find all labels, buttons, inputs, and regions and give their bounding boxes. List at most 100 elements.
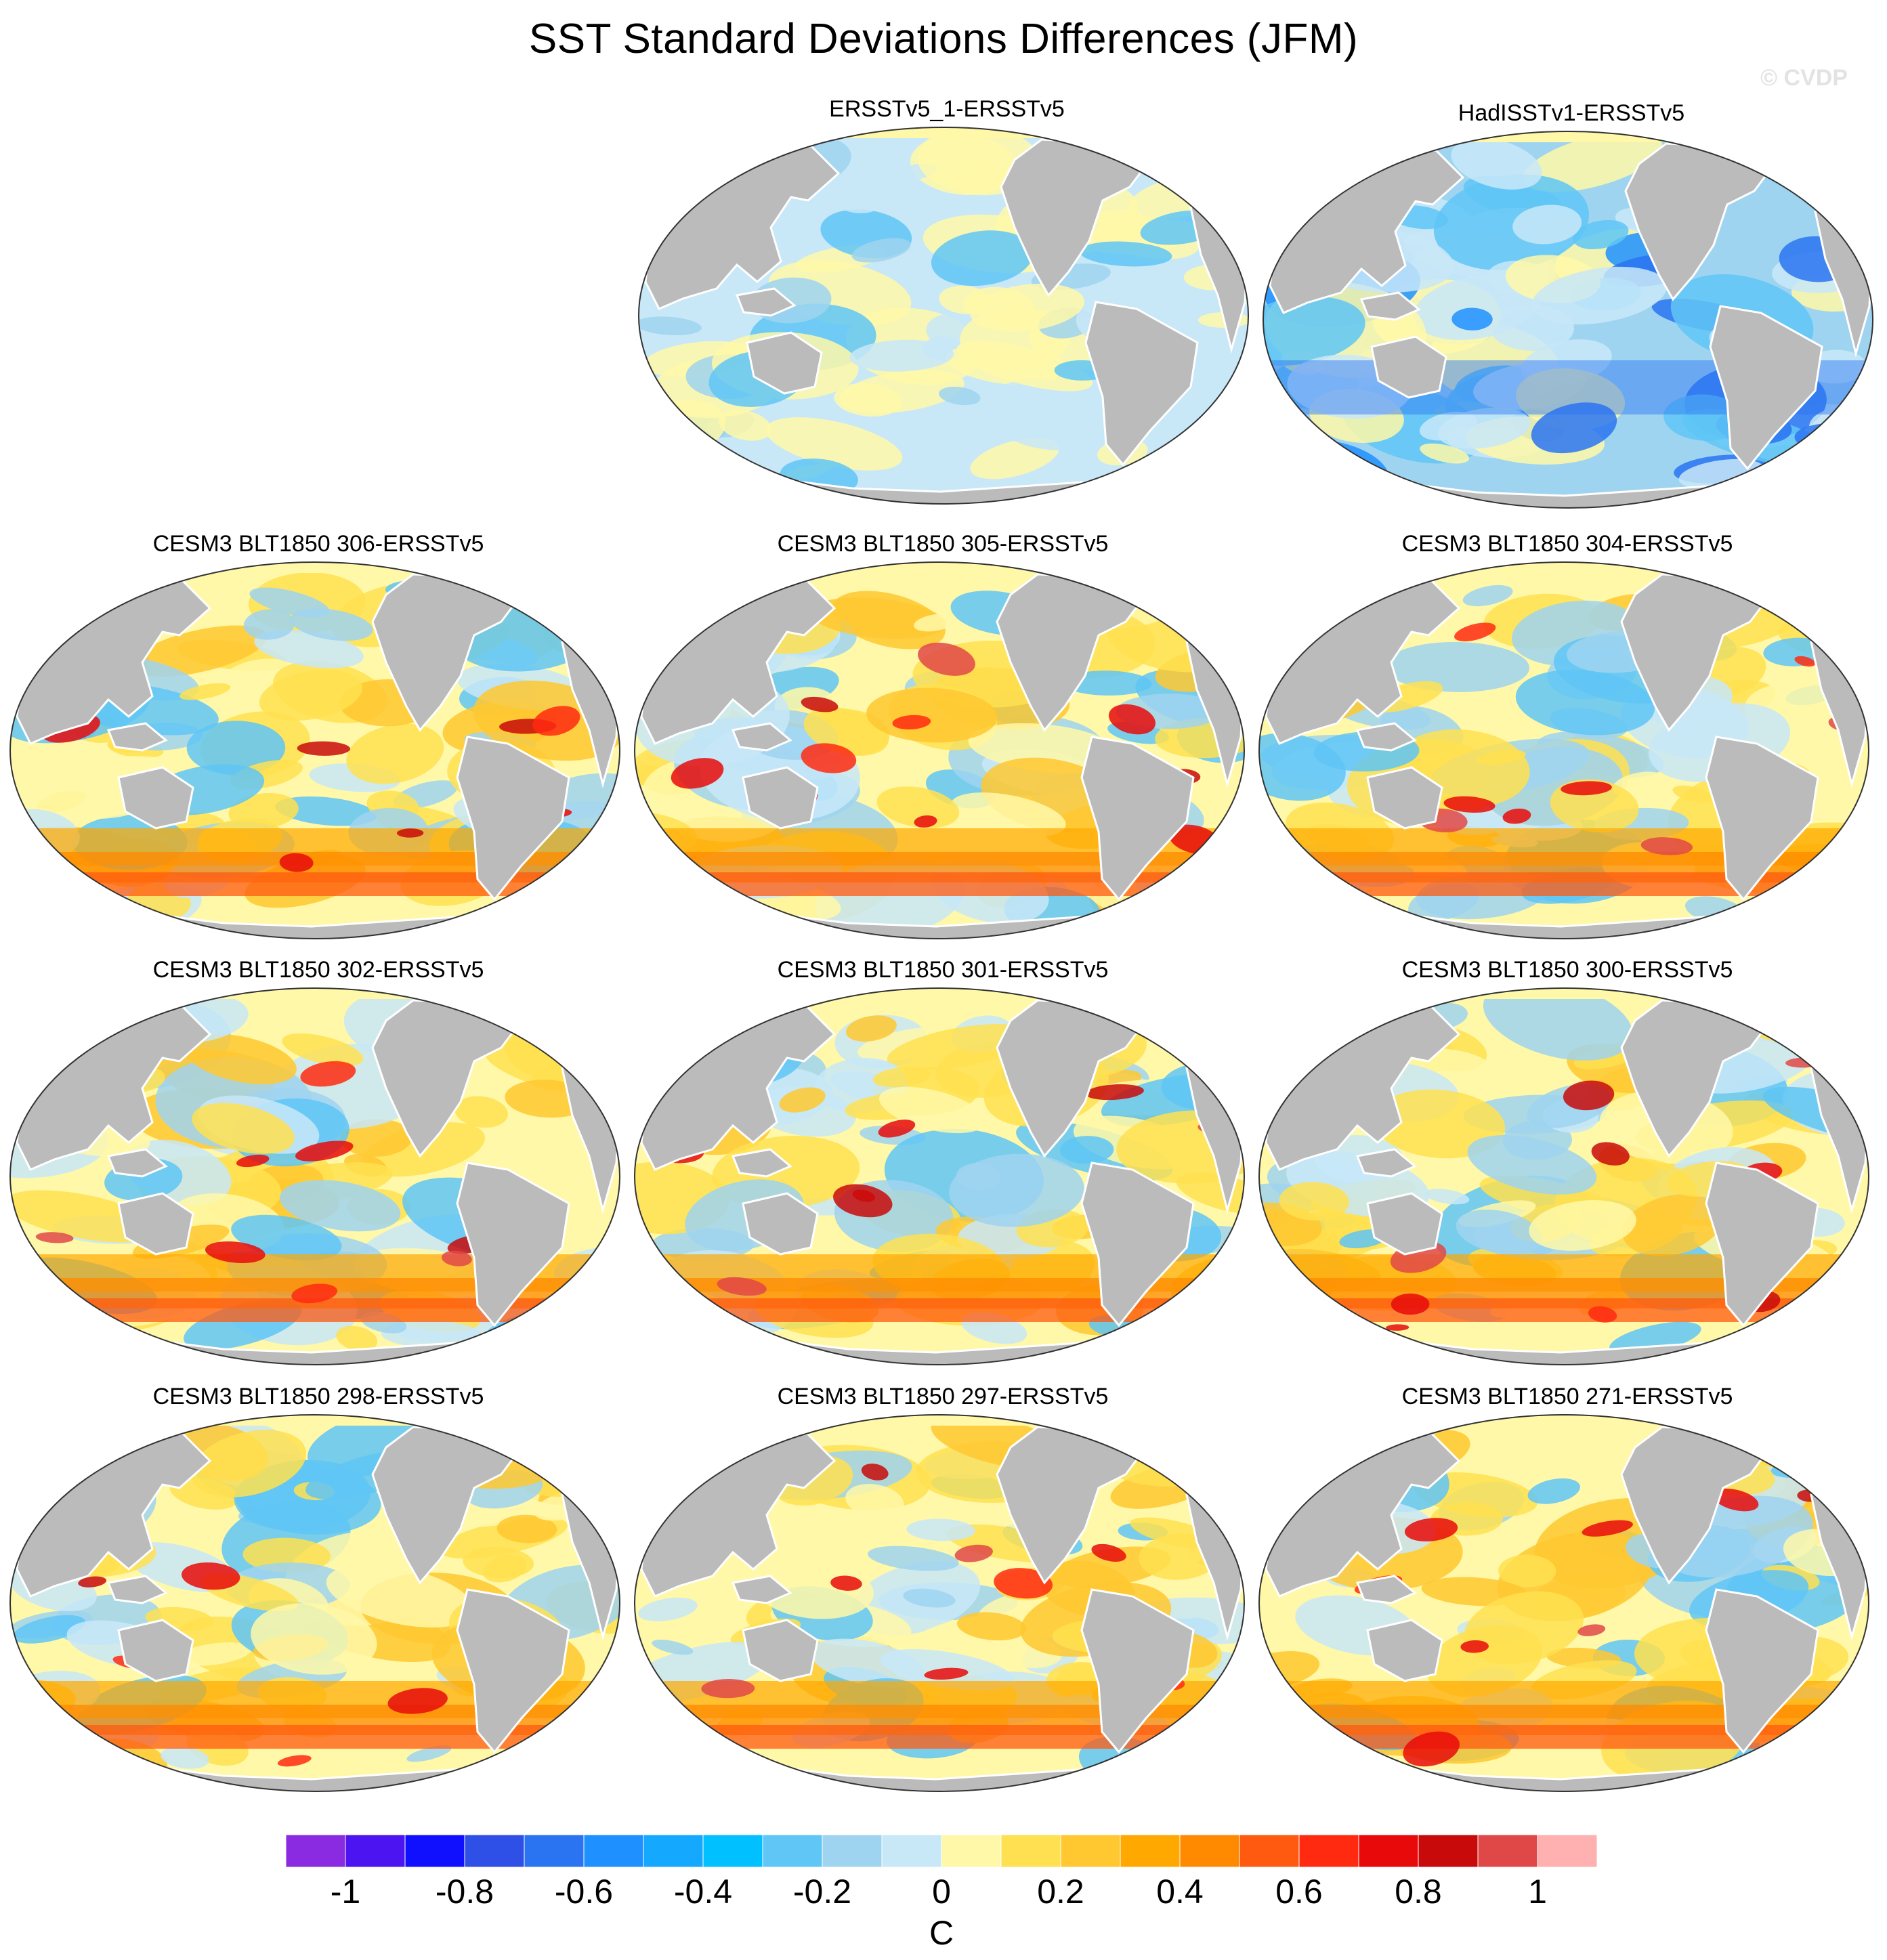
world-map bbox=[1258, 1414, 1869, 1792]
land-greenland bbox=[1103, 565, 1168, 599]
land-greenland bbox=[1728, 565, 1793, 599]
colorbar-tick-label: 0 bbox=[932, 1873, 951, 1911]
land-southAmerica bbox=[1080, 736, 1195, 901]
panel-label: CESM3 BLT1850 271-ERSSTv5 bbox=[1401, 1384, 1733, 1409]
colorbar-swatch bbox=[345, 1835, 406, 1867]
land-australia bbox=[742, 1619, 819, 1682]
land-australia bbox=[746, 331, 823, 395]
land-australia bbox=[1370, 335, 1447, 399]
colorbar-swatch bbox=[1358, 1835, 1419, 1867]
land-southAmerica bbox=[1705, 1162, 1819, 1327]
land-greenland bbox=[1103, 1418, 1168, 1452]
land-australia bbox=[117, 1619, 194, 1682]
panel-label: HadISSTv1-ERSSTv5 bbox=[1458, 100, 1685, 126]
world-map bbox=[638, 127, 1249, 505]
map-panel: ERSSTv5_1-ERSSTv5 bbox=[635, 96, 1258, 505]
colorbar-tick-label: -0.4 bbox=[673, 1873, 733, 1911]
world-map bbox=[634, 987, 1245, 1365]
land-southAmerica bbox=[456, 1162, 570, 1327]
colorbar-swatch bbox=[1179, 1835, 1240, 1867]
land-southAmerica bbox=[1080, 1588, 1195, 1754]
world-map bbox=[1258, 561, 1869, 939]
colorbar-swatch bbox=[941, 1835, 1002, 1867]
ocean-field bbox=[635, 1415, 1244, 1791]
land-southAmerica bbox=[1084, 301, 1199, 467]
land-indo bbox=[1359, 291, 1421, 321]
colorbar-tick-label: 1 bbox=[1528, 1873, 1547, 1911]
land-indo bbox=[1355, 1148, 1417, 1178]
world-map bbox=[1263, 131, 1873, 509]
world-map bbox=[1258, 987, 1869, 1365]
colorbar-swatch bbox=[1418, 1835, 1479, 1867]
colorbar-swatch bbox=[464, 1835, 525, 1867]
panel-label: CESM3 BLT1850 298-ERSSTv5 bbox=[152, 1384, 484, 1409]
land-indo bbox=[1355, 722, 1417, 752]
colorbar-tick-label: 0.2 bbox=[1037, 1873, 1084, 1911]
land-indo bbox=[1355, 1575, 1417, 1604]
colorbar-swatch bbox=[286, 1835, 346, 1867]
panel-label: CESM3 BLT1850 304-ERSSTv5 bbox=[1401, 531, 1733, 557]
land-greenland bbox=[1728, 991, 1793, 1025]
colorbar-tick-label: -0.8 bbox=[435, 1873, 494, 1911]
land-indo bbox=[106, 722, 168, 752]
map-panel: CESM3 BLT1850 300-ERSSTv5 bbox=[1256, 957, 1879, 1365]
land-greenland bbox=[479, 991, 544, 1025]
world-map bbox=[634, 1414, 1245, 1792]
colorbar-swatch bbox=[1477, 1835, 1538, 1867]
land-australia bbox=[117, 766, 194, 830]
watermark: © CVDP bbox=[1760, 65, 1848, 91]
colorbar-swatch bbox=[1000, 1835, 1061, 1867]
world-map bbox=[9, 1414, 620, 1792]
colorbar-swatch bbox=[524, 1835, 585, 1867]
land-greenland bbox=[1732, 134, 1797, 169]
map-panel: CESM3 BLT1850 302-ERSSTv5 bbox=[7, 957, 630, 1365]
colorbar-swatch bbox=[822, 1835, 883, 1867]
map-panel: CESM3 BLT1850 304-ERSSTv5 bbox=[1256, 531, 1879, 939]
panel-label: CESM3 BLT1850 297-ERSSTv5 bbox=[777, 1384, 1109, 1409]
colorbar-swatch bbox=[762, 1835, 823, 1867]
colorbar-swatch bbox=[1060, 1835, 1121, 1867]
colorbar-unit-label: C bbox=[929, 1914, 954, 1952]
land-greenland bbox=[1107, 130, 1172, 165]
colorbar-swatch bbox=[1298, 1835, 1359, 1867]
panel-label: CESM3 BLT1850 300-ERSSTv5 bbox=[1401, 957, 1733, 983]
colorbar-swatch bbox=[1120, 1835, 1181, 1867]
panel-label: CESM3 BLT1850 302-ERSSTv5 bbox=[152, 957, 484, 983]
land-australia bbox=[1366, 1192, 1443, 1256]
colorbar-swatch bbox=[1537, 1835, 1597, 1867]
land-southAmerica bbox=[456, 1588, 570, 1754]
land-southAmerica bbox=[1080, 1162, 1195, 1327]
colorbar-tick-label: -1 bbox=[330, 1873, 361, 1911]
land-greenland bbox=[1103, 991, 1168, 1025]
land-indo bbox=[106, 1148, 168, 1178]
colorbar bbox=[286, 1835, 1597, 1867]
map-panel: CESM3 BLT1850 297-ERSSTv5 bbox=[631, 1384, 1254, 1792]
figure-title: SST Standard Deviations Differences (JFM… bbox=[528, 16, 1359, 62]
land-indo bbox=[106, 1575, 168, 1604]
panel-label: CESM3 BLT1850 305-ERSSTv5 bbox=[777, 531, 1109, 557]
land-indo bbox=[731, 1575, 792, 1604]
colorbar-swatch bbox=[702, 1835, 763, 1867]
land-australia bbox=[1366, 1619, 1443, 1682]
colorbar-swatch bbox=[881, 1835, 942, 1867]
panel-label: CESM3 BLT1850 301-ERSSTv5 bbox=[777, 957, 1109, 983]
colorbar-swatch bbox=[404, 1835, 465, 1867]
land-southAmerica bbox=[1705, 736, 1819, 901]
colorbar-swatch bbox=[1239, 1835, 1300, 1867]
land-australia bbox=[1366, 766, 1443, 830]
world-map bbox=[9, 987, 620, 1365]
land-southAmerica bbox=[1709, 305, 1823, 471]
colorbar-tick-label: -0.2 bbox=[792, 1873, 852, 1911]
land-greenland bbox=[479, 565, 544, 599]
colorbar-swatch bbox=[583, 1835, 644, 1867]
land-southAmerica bbox=[1705, 1588, 1819, 1754]
land-greenland bbox=[1728, 1418, 1793, 1452]
land-indo bbox=[731, 1148, 792, 1178]
land-australia bbox=[742, 766, 819, 830]
map-panel: CESM3 BLT1850 271-ERSSTv5 bbox=[1256, 1384, 1879, 1792]
colorbar-tick-label: 0.6 bbox=[1275, 1873, 1323, 1911]
land-masses bbox=[640, 1418, 1244, 1791]
map-panel: CESM3 BLT1850 298-ERSSTv5 bbox=[7, 1384, 630, 1792]
panel-label: CESM3 BLT1850 306-ERSSTv5 bbox=[152, 531, 484, 557]
world-map bbox=[9, 561, 620, 939]
